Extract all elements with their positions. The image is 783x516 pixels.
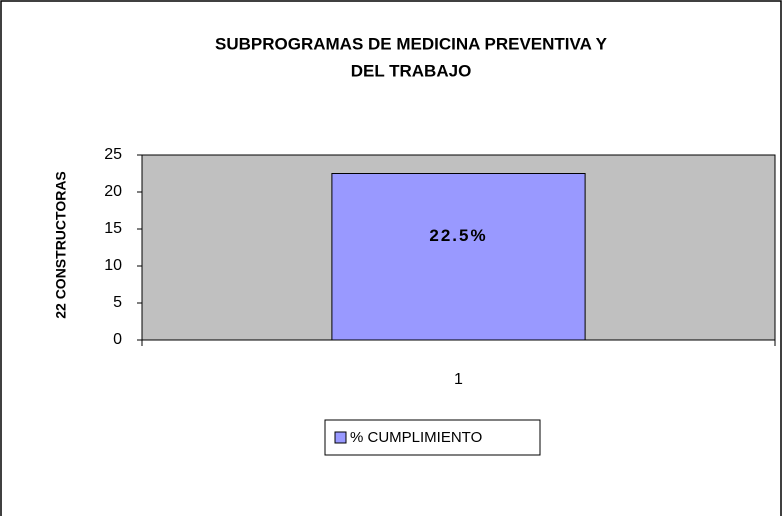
y-tick-label: 25 xyxy=(104,146,122,163)
legend-label: % CUMPLIMIENTO xyxy=(350,429,482,446)
x-tick-label: 1 xyxy=(454,371,463,388)
bar xyxy=(331,173,586,341)
chart-title: DEL TRABAJO xyxy=(351,61,472,80)
y-tick-label: 10 xyxy=(104,257,122,274)
y-tick-label: 0 xyxy=(113,331,122,348)
legend-swatch xyxy=(334,431,347,444)
y-axis-label: 22 CONSTRUCTORAS xyxy=(53,171,69,319)
y-tick-label: 15 xyxy=(104,220,122,237)
data-label: 22.5% xyxy=(429,226,487,245)
y-tick-label: 20 xyxy=(104,183,122,200)
y-tick-label: 5 xyxy=(113,294,122,311)
chart-title: SUBPROGRAMAS DE MEDICINA PREVENTIVA Y xyxy=(215,34,608,53)
legend-box xyxy=(324,419,541,456)
